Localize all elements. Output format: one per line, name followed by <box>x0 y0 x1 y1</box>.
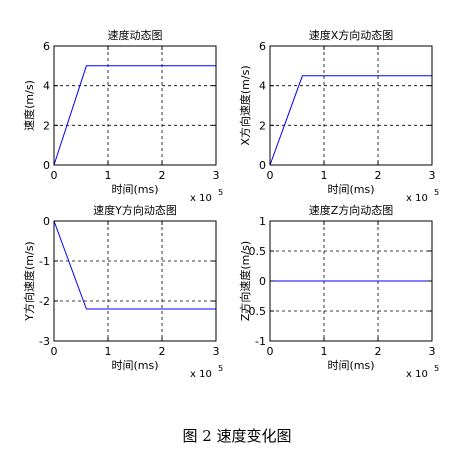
x-tick-label: 0 <box>51 169 58 182</box>
y-tick-label: -2 <box>39 295 50 308</box>
y-tick-label: 6 <box>43 40 50 53</box>
y-tick-label: 0 <box>259 159 266 172</box>
x-tick-label: 2 <box>159 169 166 182</box>
axes-frame <box>53 220 217 342</box>
series-line <box>269 75 432 166</box>
y-tick-label: -3 <box>39 335 50 348</box>
x-tick-label: 1 <box>105 345 112 358</box>
x-tick-label: 3 <box>213 345 220 358</box>
chart-title: 速度Z方向动态图 <box>309 203 394 217</box>
x-tick-label: 2 <box>159 345 166 358</box>
x-tick-label: 0 <box>267 345 274 358</box>
x-axis-label: 时间(ms) <box>111 183 158 196</box>
y-tick-label: 0 <box>259 275 266 288</box>
x-tick-label: 1 <box>321 169 328 182</box>
x-multiplier-exponent: 5 <box>218 188 223 197</box>
y-tick-label: 2 <box>43 119 50 132</box>
plot-area <box>270 46 432 165</box>
figure-caption: 图 2 速度变化图 <box>182 427 292 445</box>
y-tick-label: 4 <box>43 80 50 93</box>
x-multiplier-base: x 10 <box>190 193 212 204</box>
x-tick-label: 1 <box>105 169 112 182</box>
axes-frame <box>269 45 433 166</box>
y-tick-label: 6 <box>259 40 266 53</box>
x-multiplier-exponent: 5 <box>434 364 439 373</box>
y-tick-label: 0.5 <box>249 245 267 258</box>
chart-title: 速度动态图 <box>108 28 163 42</box>
chart-title: 速度X方向动态图 <box>309 28 394 42</box>
y-tick-label: -1 <box>39 255 50 268</box>
x-axis-label: 时间(ms) <box>111 359 158 372</box>
plot-area <box>54 221 216 341</box>
y-tick-label: -0.5 <box>245 305 266 318</box>
x-tick-label: 1 <box>321 345 328 358</box>
x-multiplier-exponent: 5 <box>434 188 439 197</box>
x-tick-label: 3 <box>429 345 436 358</box>
axes-frame <box>53 45 217 166</box>
y-tick-label: 4 <box>259 80 266 93</box>
y-tick-label: -1 <box>255 335 266 348</box>
x-axis-label: 时间(ms) <box>327 359 374 372</box>
x-multiplier-base: x 10 <box>190 369 212 380</box>
x-multiplier-exponent: 5 <box>218 364 223 373</box>
y-tick-label: 2 <box>259 119 266 132</box>
y-axis-label: Z方向速度(m/s) <box>238 241 252 321</box>
x-multiplier-base: x 10 <box>406 193 428 204</box>
y-tick-label: 0 <box>43 215 50 228</box>
x-axis-label: 时间(ms) <box>327 183 374 196</box>
x-tick-label: 3 <box>213 169 220 182</box>
x-multiplier-base: x 10 <box>406 369 428 380</box>
x-tick-label: 0 <box>267 169 274 182</box>
series-line <box>53 65 216 166</box>
y-tick-label: 1 <box>259 215 266 228</box>
x-tick-label: 3 <box>429 169 436 182</box>
plot-area <box>54 46 216 165</box>
x-tick-label: 2 <box>375 345 382 358</box>
chart-title: 速度Y方向动态图 <box>93 203 177 217</box>
x-tick-label: 0 <box>51 345 58 358</box>
y-axis-label: 速度(m/s) <box>22 80 36 131</box>
y-axis-label: X方向速度(m/s) <box>238 65 252 145</box>
x-tick-label: 2 <box>375 169 382 182</box>
series-line <box>53 220 216 310</box>
y-axis-label: Y方向速度(m/s) <box>22 241 36 321</box>
y-tick-label: 0 <box>43 159 50 172</box>
